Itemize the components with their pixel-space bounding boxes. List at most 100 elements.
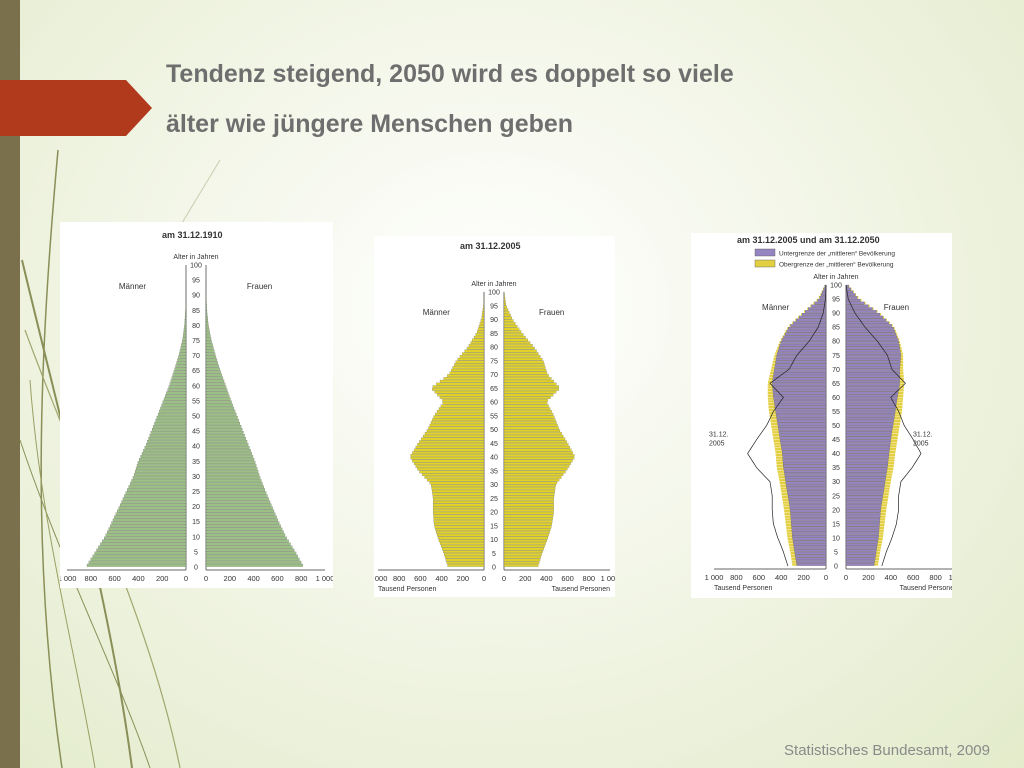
- age-tick-55: 55: [832, 409, 840, 416]
- bar-female-lower-age-51: [845, 419, 894, 423]
- bar-female-lower-age-89: [845, 312, 881, 316]
- age-tick-60: 60: [490, 400, 498, 407]
- bar-male-age-45: [419, 440, 485, 443]
- bar-male-lower-age-27: [786, 487, 827, 490]
- bar-male-age-63: [434, 390, 485, 394]
- age-tick-70: 70: [832, 367, 840, 374]
- bar-male-age-18: [433, 514, 485, 518]
- x-tick-right-1: 200: [224, 574, 237, 583]
- bar-male-age-53: [432, 418, 485, 421]
- bar-female-age-39: [205, 446, 250, 449]
- bar-male-age-20: [119, 503, 187, 507]
- bar-male-lower-age-45: [779, 436, 827, 440]
- bar-male-age-24: [433, 498, 485, 501]
- bar-male-age-27: [431, 489, 485, 493]
- age-axis-label: Alter in Jahren: [813, 274, 858, 281]
- bar-male-lower-age-4: [794, 551, 827, 555]
- bar-male-age-33: [421, 473, 485, 476]
- age-tick-0: 0: [492, 565, 496, 572]
- bar-male-age-81: [470, 341, 485, 344]
- bar-male-age-94: [483, 305, 485, 309]
- bar-male-age-81: [184, 319, 187, 323]
- bar-female-age-97: [503, 297, 506, 300]
- age-tick-40: 40: [490, 455, 498, 462]
- bar-male-age-48: [155, 418, 187, 422]
- bar-female-lower-age-87: [845, 318, 886, 322]
- bar-female-age-21: [503, 506, 554, 509]
- bar-male-age-0: [447, 564, 485, 567]
- pyramid-2050-svg: am 31.12.2005 und am 31.12.2050 Alter in …: [705, 235, 952, 592]
- x-tick-left-0: 1 000: [705, 573, 724, 582]
- bar-male-lower-age-52: [776, 416, 827, 420]
- bar-female-lower-age-31: [845, 475, 886, 479]
- bar-male-age-85: [476, 330, 485, 333]
- bar-female-lower-age-6: [845, 546, 878, 549]
- bar-female-age-19: [205, 506, 273, 510]
- age-tick-85: 85: [490, 331, 498, 338]
- population-pyramid-2050: am 31.12.2005 und am 31.12.2050 Alter in …: [691, 233, 952, 598]
- bar-female-lower-age-1: [845, 560, 875, 563]
- bar-female-age-15: [205, 518, 279, 522]
- bar-male-age-30: [429, 481, 485, 485]
- bar-female-lower-age-30: [845, 478, 886, 482]
- bar-female-lower-age-77: [845, 346, 900, 350]
- bar-male-lower-age-29: [785, 481, 827, 485]
- x-tick-left-4: 200: [797, 573, 810, 582]
- bar-male-age-82: [472, 338, 485, 342]
- bar-female-lower-age-60: [845, 394, 898, 398]
- bar-female-age-84: [205, 310, 208, 314]
- bar-female-age-29: [205, 476, 261, 480]
- bar-female-age-57: [503, 407, 551, 410]
- bar-male-lower-age-73: [775, 357, 827, 361]
- bar-male-age-71: [451, 368, 485, 372]
- bar-male-age-24: [125, 491, 187, 495]
- bar-female-age-8: [503, 542, 546, 545]
- population-pyramid-1910: am 31.12.1910 Alter in Jahren Männer Frauen…: [60, 222, 333, 588]
- bar-male-age-39: [410, 456, 485, 460]
- bar-male-age-69: [178, 355, 187, 359]
- bar-male-age-11: [107, 530, 187, 534]
- bar-male-lower-age-14: [791, 523, 827, 527]
- age-tick-70: 70: [490, 372, 498, 379]
- bar-male-age-78: [183, 328, 187, 332]
- bar-female-age-7: [205, 542, 291, 546]
- bar-female-age-17: [205, 512, 276, 516]
- bar-female-age-9: [503, 539, 548, 542]
- x-tick-left-5: 0: [184, 574, 188, 583]
- x-tick-right-3: 600: [561, 574, 574, 583]
- bar-male-age-25: [432, 495, 485, 498]
- bar-male-age-72: [180, 346, 187, 350]
- bar-male-age-83: [473, 335, 485, 339]
- bar-female-lower-age-7: [845, 543, 878, 547]
- bar-female-age-34: [205, 461, 256, 465]
- bar-female-age-59: [205, 385, 227, 389]
- bar-female-lower-age-38: [845, 456, 889, 459]
- bar-male-lower-age-21: [789, 504, 827, 507]
- bar-male-age-15: [112, 518, 187, 522]
- bar-male-lower-age-95: [819, 296, 827, 299]
- bar-female-age-26: [503, 492, 555, 496]
- bar-male-age-91: [481, 313, 485, 317]
- right-label: Frauen: [884, 303, 909, 312]
- bar-female-age-8: [205, 539, 289, 543]
- bar-male-age-6: [98, 545, 187, 549]
- bar-male-lower-age-6: [793, 546, 827, 549]
- bar-female-lower-age-96: [845, 293, 856, 296]
- bar-female-lower-age-58: [845, 400, 897, 403]
- bar-male-age-67: [176, 361, 187, 365]
- bar-male-age-44: [150, 431, 187, 434]
- age-tick-50: 50: [490, 427, 498, 434]
- bar-male-age-55: [435, 412, 485, 416]
- bar-female-age-95: [503, 302, 507, 306]
- bar-male-lower-age-64: [772, 383, 827, 386]
- bar-male-age-72: [452, 366, 485, 369]
- bar-female-age-69: [205, 355, 217, 359]
- bar-male-lower-age-9: [792, 537, 827, 541]
- bar-male-age-82: [184, 316, 187, 320]
- bar-male-age-75: [182, 337, 187, 341]
- bar-male-age-87: [478, 324, 485, 328]
- bar-female-lower-age-80: [845, 338, 899, 341]
- bar-female-age-16: [205, 515, 277, 519]
- bar-female-age-19: [503, 511, 554, 515]
- x-tick-left-3: 400: [775, 573, 788, 582]
